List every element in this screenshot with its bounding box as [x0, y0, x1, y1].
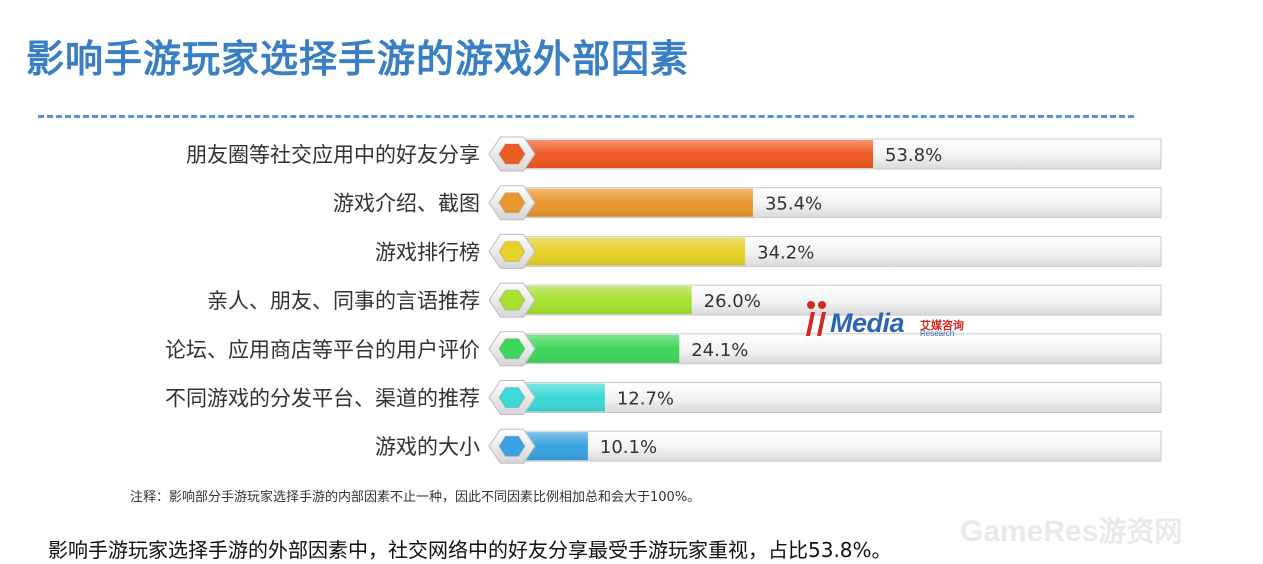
bar-shine: [522, 140, 873, 168]
value-label: 12.7%: [617, 389, 674, 410]
category-label: 游戏的大小: [375, 435, 480, 459]
bar-shine: [522, 334, 680, 363]
title-divider: [38, 115, 1134, 118]
imedia-logo-word: Media: [830, 308, 905, 338]
value-label: 53.8%: [885, 145, 942, 166]
summary-text: 影响手游玩家选择手游的外部因素中，社交网络中的好友分享最受手游玩家重视，占比53…: [48, 538, 892, 562]
bar-shine: [522, 188, 753, 217]
category-label: 游戏介绍、截图: [333, 192, 480, 216]
hexagon-marker-inner: [498, 338, 526, 360]
bar-shine: [522, 237, 746, 266]
bar-shine: [522, 383, 605, 412]
bar-row: 游戏排行榜 34.2%: [375, 233, 1162, 269]
bar-shine: [522, 286, 692, 315]
category-label: 游戏排行榜: [375, 240, 480, 264]
imedia-logo-cn: 艾媒咨询: [920, 319, 964, 332]
bar-row: 亲人、朋友、同事的言语推荐 26.0%: [207, 282, 1162, 318]
gameres-watermark: GameRes游资网: [960, 510, 1182, 550]
bar-row: 不同游戏的分发平台、渠道的推荐 12.7%: [165, 380, 1162, 415]
bar-track: [511, 382, 1162, 413]
bar-track: [511, 430, 1162, 462]
category-label: 亲人、朋友、同事的言语推荐: [207, 289, 480, 313]
imedia-logo-sub: Research: [920, 329, 955, 338]
hexagon-marker-inner: [498, 143, 526, 165]
imedia-logo-mark: [806, 301, 826, 336]
value-label: 26.0%: [704, 291, 761, 312]
category-label: 论坛、应用商店等平台的用户评价: [165, 338, 480, 362]
page-title: 影响手游玩家选择手游的游戏外部因素: [26, 37, 690, 81]
hexagon-marker-inner: [498, 240, 526, 262]
bar-row: 游戏介绍、截图 35.4%: [333, 185, 1162, 221]
bar-row: 游戏的大小 10.1%: [375, 428, 1162, 464]
watermark-cn: 游资网: [1098, 515, 1183, 548]
bar-chart: 朋友圈等社交应用中的好友分享 53.8% 游戏介绍、截图 35.4% 游戏排行榜 34.2…: [165, 136, 1162, 464]
bar-row: 朋友圈等社交应用中的好友分享 53.8%: [186, 136, 1162, 172]
chart-note: 注释：影响部分手游玩家选择手游的内部因素不止一种，因此不同因素比例相加总和会大于…: [130, 490, 701, 505]
value-label: 10.1%: [600, 437, 657, 458]
value-label: 34.2%: [757, 242, 814, 263]
category-label: 不同游戏的分发平台、渠道的推荐: [165, 387, 480, 411]
hexagon-marker-inner: [498, 387, 526, 408]
hexagon-marker-inner: [498, 289, 526, 311]
bar-row: 论坛、应用商店等平台的用户评价 24.1%: [165, 331, 1162, 367]
watermark-en: GameRes: [960, 515, 1099, 548]
hexagon-marker-inner: [498, 435, 526, 457]
hexagon-marker-inner: [498, 192, 526, 214]
value-label: 24.1%: [691, 340, 748, 361]
category-label: 朋友圈等社交应用中的好友分享: [186, 143, 480, 167]
value-label: 35.4%: [765, 194, 822, 215]
